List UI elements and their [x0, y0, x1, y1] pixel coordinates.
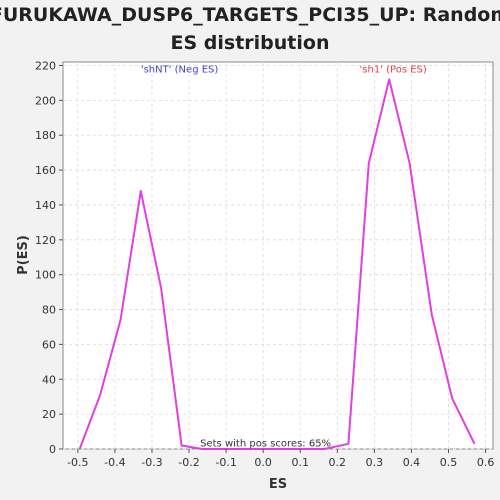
x-tick-label: 0.3 [366, 456, 384, 469]
x-tick-label: -0.5 [67, 456, 88, 469]
annotation-label: Sets with pos scores: 65% [200, 438, 331, 449]
chart-title-line-2: ES distribution [171, 32, 330, 54]
series-layer [78, 78, 476, 450]
annotation-label: 'sh1' (Pos ES) [360, 64, 427, 75]
x-tick-label: 0.1 [291, 456, 309, 469]
y-tick-label: 220 [35, 59, 56, 72]
y-tick-label: 60 [42, 338, 56, 351]
chart-title-line-1: FURUKAWA_DUSP6_TARGETS_PCI35_UP: Random [0, 4, 500, 26]
y-tick-label: 100 [35, 269, 56, 282]
annotations: 'shNT' (Neg ES) 'sh1' (Pos ES) Sets with p… [141, 64, 427, 449]
y-tick-label: 120 [35, 234, 56, 247]
x-axis-ticks: -0.5 -0.4 -0.3 -0.2 -0.1 0.0 0.1 0.2 0.3 0.4 0.5 0.… [67, 449, 494, 469]
grid [63, 62, 493, 450]
x-tick-label: 0.4 [403, 456, 421, 469]
x-tick-label: 0.2 [329, 456, 347, 469]
y-tick-label: 200 [35, 94, 56, 107]
plot-area [62, 61, 494, 450]
series-line [78, 78, 476, 450]
y-axis-ticks: 0 20 40 60 80 100 120 140 160 180 200 220 [35, 59, 63, 456]
x-tick-label: -0.3 [141, 456, 162, 469]
y-tick-label: 140 [35, 199, 56, 212]
y-tick-label: 20 [42, 408, 56, 421]
y-tick-label: 0 [49, 443, 56, 456]
y-tick-label: 160 [35, 164, 56, 177]
y-tick-label: 40 [42, 373, 56, 386]
x-tick-label: -0.2 [178, 456, 199, 469]
x-axis-label: ES [269, 477, 287, 492]
x-tick-label: -0.1 [215, 456, 236, 469]
annotation-label: 'shNT' (Neg ES) [141, 64, 219, 75]
x-tick-label: 0.0 [254, 456, 272, 469]
y-tick-label: 180 [35, 129, 56, 142]
x-tick-label: -0.4 [104, 456, 125, 469]
x-tick-label: 0.5 [440, 456, 458, 469]
x-tick-label: 0.6 [477, 456, 495, 469]
y-tick-label: 80 [42, 304, 56, 317]
y-axis-label: P(ES) [16, 235, 31, 275]
